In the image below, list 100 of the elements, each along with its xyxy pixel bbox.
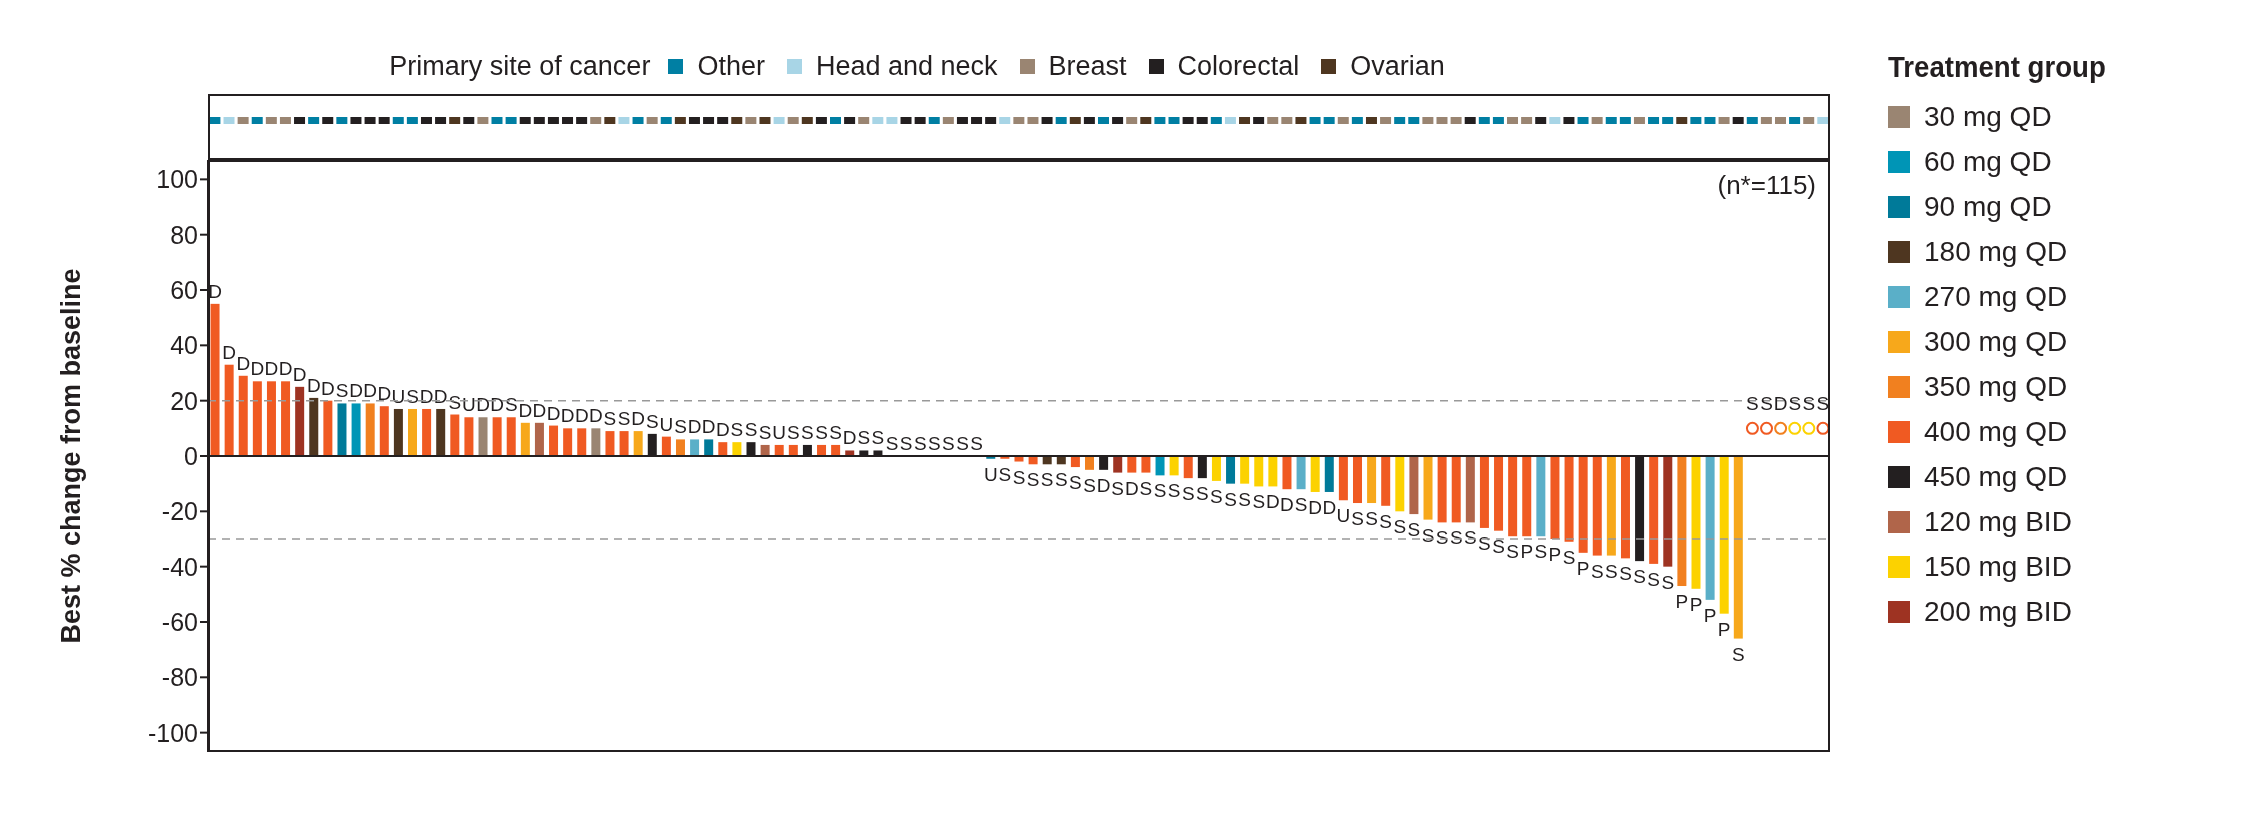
data-label: S	[1365, 508, 1378, 530]
data-label: D	[1773, 393, 1788, 415]
data-label: S	[1139, 477, 1153, 499]
y-tick-label: -20	[161, 497, 198, 526]
data-label: S	[1421, 524, 1435, 546]
data-label: S	[1196, 483, 1209, 505]
data-label: D	[546, 402, 561, 424]
data-label: S	[786, 421, 800, 443]
data-label: D	[292, 363, 307, 385]
data-label: D	[687, 416, 702, 438]
data-label: U	[462, 394, 476, 416]
data-label: D	[490, 394, 504, 416]
data-label: S	[1069, 472, 1082, 494]
data-label: S	[913, 433, 927, 454]
data-label: S	[1012, 466, 1026, 488]
data-label: S	[1210, 485, 1223, 507]
data-label: D	[476, 394, 490, 416]
data-label: D	[1308, 496, 1323, 518]
data-label: S	[448, 391, 462, 413]
data-label: U	[1336, 505, 1351, 527]
data-label: S	[857, 427, 871, 449]
data-label: S	[406, 385, 419, 407]
legend-title: Primary site of cancer	[389, 50, 651, 82]
y-tick-label: 80	[170, 220, 198, 249]
data-label: S	[1746, 393, 1759, 415]
data-label: S	[674, 416, 687, 438]
data-label: S	[1449, 527, 1463, 549]
data-label: S	[730, 419, 744, 441]
data-label: S	[1816, 393, 1830, 415]
data-label: S	[885, 433, 899, 454]
data-label: S	[1379, 510, 1393, 532]
data-label: S	[815, 421, 828, 443]
data-label: S	[1619, 563, 1632, 585]
data-label: D	[1280, 494, 1294, 516]
legend-label: 200 mg BID	[1924, 595, 2072, 628]
data-label: S	[1252, 491, 1266, 513]
data-label: S	[1534, 541, 1548, 563]
data-label: P	[1689, 593, 1703, 615]
data-label: D	[208, 280, 222, 302]
data-label: D	[250, 358, 265, 380]
data-label: S	[1788, 393, 1802, 415]
data-label: S	[1760, 393, 1773, 415]
data-label: D	[532, 399, 547, 421]
data-label: D	[306, 374, 321, 396]
legend-label: 400 mg QD	[1924, 415, 2068, 448]
data-label: S	[335, 380, 349, 402]
y-tick-label: 20	[170, 386, 198, 415]
data-label: D	[1096, 474, 1111, 496]
data-label: S	[1111, 477, 1125, 499]
y-tick-label: 100	[156, 165, 198, 194]
data-label: S	[1463, 527, 1477, 549]
y-axis-title: Best % change from baseline	[55, 268, 86, 644]
data-label: U	[772, 421, 787, 443]
data-label: S	[1153, 480, 1167, 502]
data-label: U	[659, 413, 674, 435]
data-label: S	[1562, 546, 1576, 568]
data-label: P	[1717, 618, 1731, 640]
legend-label: 90 mg QD	[1924, 190, 2052, 223]
data-label: S	[801, 421, 814, 443]
legend-label: Colorectal	[1177, 50, 1300, 82]
data-label: S	[1633, 566, 1646, 588]
data-label: S	[645, 410, 659, 432]
data-label: D	[222, 341, 237, 363]
data-label: D	[518, 399, 533, 421]
data-label: S	[1492, 535, 1505, 557]
data-label: S	[1167, 480, 1181, 502]
data-label: D	[278, 358, 293, 380]
data-label: D	[715, 419, 730, 441]
data-label: S	[617, 408, 631, 430]
data-label: D	[1322, 496, 1337, 518]
data-label: S	[1054, 469, 1068, 491]
y-tick-label: -100	[147, 718, 198, 747]
data-label: S	[1083, 474, 1096, 496]
data-label: S	[1435, 527, 1449, 549]
data-label: D	[1266, 491, 1280, 513]
data-label: S	[1506, 541, 1519, 563]
data-label: D	[701, 416, 716, 438]
y-tick-label: 60	[170, 275, 198, 304]
data-label: D	[842, 427, 857, 449]
data-label: D	[349, 380, 363, 402]
data-label: S	[1224, 488, 1237, 510]
data-label: S	[1238, 488, 1251, 510]
data-label: S	[970, 433, 984, 454]
legend-label: Ovarian	[1350, 50, 1445, 82]
data-label: D	[377, 383, 392, 405]
y-tick-label: -40	[161, 552, 198, 581]
data-label: S	[504, 394, 518, 416]
legend-label: Other	[697, 50, 765, 82]
data-label: D	[433, 385, 448, 407]
data-label: S	[1294, 494, 1308, 516]
data-label: D	[631, 408, 646, 430]
data-label: D	[560, 405, 575, 427]
data-label: S	[603, 408, 617, 430]
data-label: D	[574, 405, 589, 427]
data-label: S	[758, 421, 772, 443]
y-tick-label: -60	[161, 607, 198, 636]
legend-title: Treatment group	[1888, 50, 2106, 84]
legend-label: 300 mg QD	[1924, 325, 2068, 358]
data-label: D	[321, 377, 335, 399]
legend-label: 120 mg BID	[1924, 505, 2072, 538]
